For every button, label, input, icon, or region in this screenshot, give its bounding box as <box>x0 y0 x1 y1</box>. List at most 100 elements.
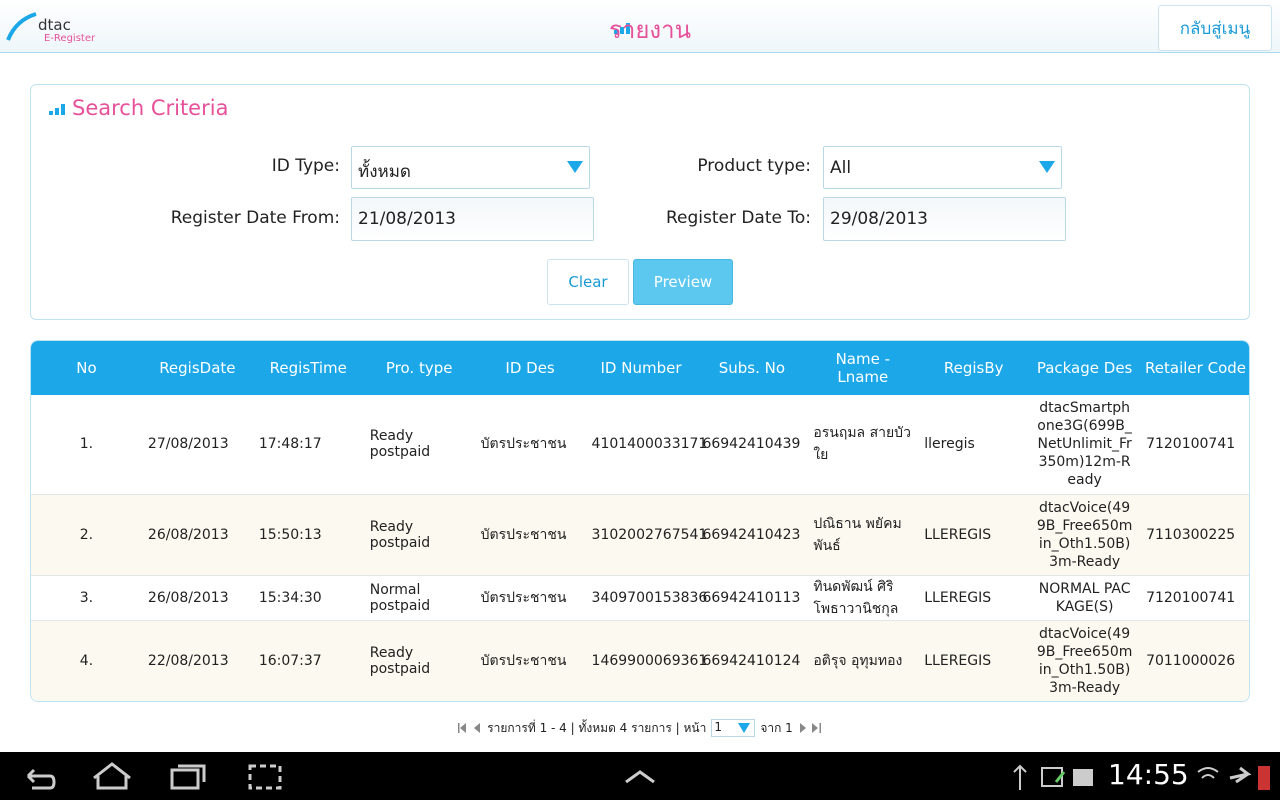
input-value: 29/08/2013 <box>830 209 928 229</box>
table-cell: 4. <box>31 620 142 701</box>
table-cell: Ready postpaid <box>363 395 475 495</box>
table-cell: 15:50:13 <box>252 494 364 576</box>
table-cell: บัตรประชาชน <box>474 395 586 495</box>
dropdown-arrow <box>567 161 583 173</box>
table-cell: Ready postpaid <box>363 494 475 576</box>
table-cell: ปณิธาน พยัคมพันธ์ <box>807 494 919 576</box>
page-title: รายงาน <box>608 16 692 44</box>
table-cell: dtacVoice(499B_Free650min_Oth1.50B)3m-Re… <box>1029 620 1141 701</box>
table-cell: บัตรประชาชน <box>474 494 586 576</box>
column-header: RegisBy <box>918 341 1030 395</box>
column-header: No <box>31 341 142 395</box>
top-bar <box>0 0 1280 53</box>
section-icon <box>49 104 65 115</box>
table-row: 1. 27/08/2013 17:48:17 Ready postpaid บัตรปร… <box>31 395 1249 495</box>
table-cell: 22/08/2013 <box>141 620 253 701</box>
dropdown-value: All <box>830 158 852 178</box>
table-cell: 3. <box>31 575 142 621</box>
table-cell: 66942410423 <box>696 494 808 576</box>
table-cell: 4101400033171 <box>585 395 707 495</box>
date-to-input[interactable]: 29/08/2013 <box>823 197 1066 241</box>
table-cell: 3102002767541 <box>585 494 707 576</box>
column-header: Pro. type <box>363 341 475 395</box>
page-value: 1 <box>714 720 722 734</box>
table-cell: อรนฤมล สายบัวใย <box>807 395 919 495</box>
dropdown-arrow <box>1039 161 1055 173</box>
table-cell: 17:48:17 <box>252 395 364 495</box>
input-value: 21/08/2013 <box>358 209 456 229</box>
table-cell: dtacVoice(499B_Free650min_Oth1.50B)3m-Re… <box>1029 494 1141 576</box>
product-type-dropdown[interactable]: All <box>823 146 1062 189</box>
header-row: No RegisDate RegisTime Pro. type ID Des ID Nu… <box>31 341 1249 395</box>
page-select[interactable]: 1 <box>711 719 756 737</box>
field-label: Register Date To: <box>665 208 811 228</box>
table-cell: 1469900069361 <box>585 620 707 701</box>
logo: dtac <box>38 16 71 34</box>
system-nav-bar <box>0 752 1280 800</box>
table-cell: LLEREGIS <box>918 620 1030 701</box>
table-cell: Ready postpaid <box>363 620 475 701</box>
next-last-buttons[interactable] <box>798 722 822 734</box>
table-cell: 7110300225 <box>1140 494 1249 576</box>
results-table: No RegisDate RegisTime Pro. type ID Des ID Nu… <box>30 340 1250 702</box>
table-cell: 66942410124 <box>696 620 808 701</box>
clock: 14:55 <box>1108 758 1189 791</box>
column-header: RegisDate <box>141 341 253 395</box>
table-cell: 16:07:37 <box>252 620 364 701</box>
column-header: Name - Lname <box>807 341 919 395</box>
id-type-dropdown[interactable]: ทั้งหมด <box>351 146 590 189</box>
date-from-input[interactable]: 21/08/2013 <box>351 197 594 241</box>
table-cell: 66942410113 <box>696 575 808 621</box>
table-cell: dtacSmartphone3G(699B_NetUnlimit_Fr350m)… <box>1029 395 1141 495</box>
table-cell: 27/08/2013 <box>141 395 253 495</box>
dropdown-arrow <box>738 723 751 733</box>
first-prev-buttons[interactable] <box>458 722 482 734</box>
table-cell: LLEREGIS <box>918 575 1030 621</box>
column-header: ID Des <box>474 341 586 395</box>
logo-icon <box>6 12 37 41</box>
clear-button[interactable]: Clear <box>547 259 629 305</box>
back-button[interactable]: กลับสู่เมนู <box>1158 5 1272 51</box>
column-header: ID Number <box>585 341 697 395</box>
table-cell: 7011000026 <box>1140 620 1249 701</box>
dropdown-value: ทั้งหมด <box>358 162 411 182</box>
column-header: Retailer Code <box>1140 341 1249 395</box>
column-header: Package Des <box>1029 341 1141 395</box>
field-label: Product type: <box>697 156 811 176</box>
table-cell: 7120100741 <box>1140 395 1249 495</box>
table-row: 3. 26/08/2013 15:34:30 Normal postpaid บัตรป… <box>31 575 1249 621</box>
table-cell: 2. <box>31 494 142 576</box>
table-row: 2. 26/08/2013 15:50:13 Ready postpaid บัตรปร… <box>31 494 1249 576</box>
nav-icons <box>26 762 1270 790</box>
table-cell: LLEREGIS <box>918 494 1030 576</box>
column-header: Subs. No <box>696 341 808 395</box>
logo-sub: E-Register <box>44 33 96 44</box>
table-cell: 15:34:30 <box>252 575 364 621</box>
table-cell: 7120100741 <box>1140 575 1249 621</box>
table-cell: Normal postpaid <box>363 575 475 621</box>
search-panel <box>30 84 1250 320</box>
table-cell: lleregis <box>918 395 1030 495</box>
table-row: 4. 22/08/2013 16:07:37 Ready postpaid บัตรปร… <box>31 620 1249 701</box>
section-title: Search Criteria <box>72 96 229 120</box>
table-cell: บัตรประชาชน <box>474 575 586 621</box>
table-cell: บัตรประชาชน <box>474 620 586 701</box>
field-label: ID Type: <box>271 156 340 176</box>
table-cell: 26/08/2013 <box>141 494 253 576</box>
table-cell: 26/08/2013 <box>141 575 253 621</box>
pager-summary: รายการที่ 1 - 4 | ทั้งหมด 4 รายการ | หน้… <box>487 720 707 735</box>
table-body: 1. 27/08/2013 17:48:17 Ready postpaid บัตรปร… <box>31 395 1249 701</box>
table-cell: NORMAL PACKAGE(S) <box>1029 575 1141 621</box>
table-cell: อติรุจ อุทุมทอง <box>807 620 919 701</box>
field-label: Register Date From: <box>170 208 340 228</box>
table-cell: 1. <box>31 395 142 495</box>
preview-button[interactable]: Preview <box>633 259 733 305</box>
pager: รายการที่ 1 - 4 | ทั้งหมด 4 รายการ | หน้… <box>0 718 1280 738</box>
table-cell: 66942410439 <box>696 395 808 495</box>
title-icon <box>614 23 630 34</box>
pager-of: จาก 1 <box>760 720 793 735</box>
table-cell: 3409700153836 <box>585 575 707 621</box>
table-cell: ทินดพัฒน์ ศิริโพธาวานิชกุล <box>807 575 919 621</box>
column-header: RegisTime <box>252 341 364 395</box>
